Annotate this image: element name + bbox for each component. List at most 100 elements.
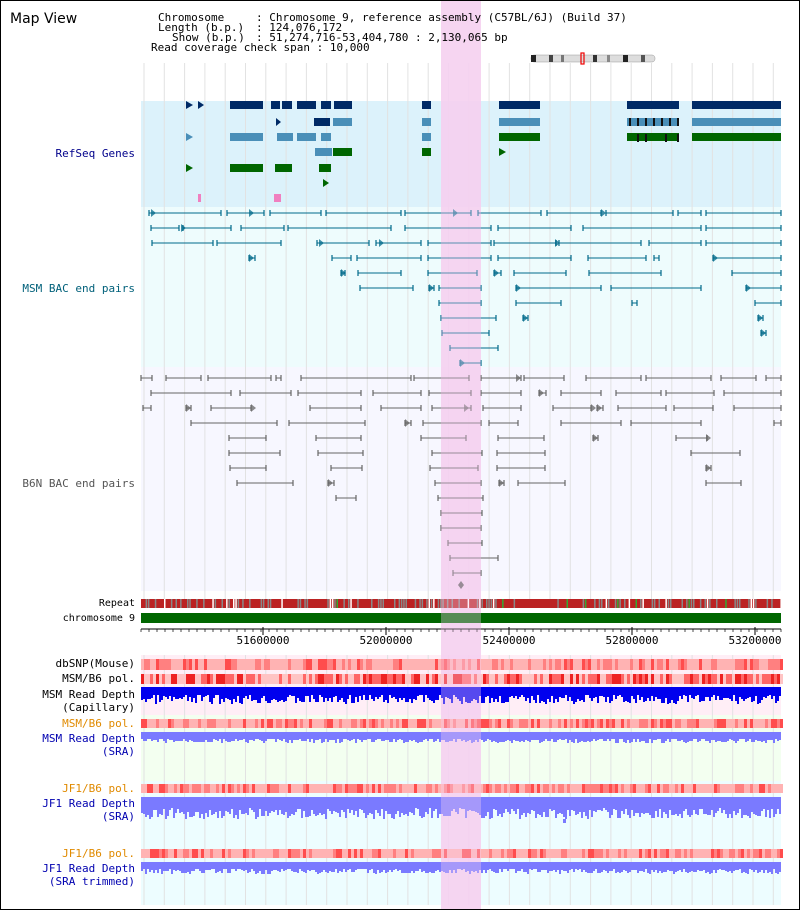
pol-cell <box>681 659 684 670</box>
pol-cell <box>348 784 351 793</box>
pol-cell <box>189 659 192 670</box>
depth-bar <box>509 687 511 697</box>
axis-tick-label: 51600000 <box>237 634 290 647</box>
pol-cell <box>486 674 489 684</box>
track-label-refseq: RefSeq Genes <box>55 147 135 160</box>
depth-bar <box>703 862 705 870</box>
pol-cell <box>171 719 174 728</box>
pol-cell <box>303 849 306 858</box>
depth-bar <box>723 732 725 742</box>
pol-cell <box>669 784 672 793</box>
depth-bar <box>257 732 259 739</box>
depth-bar <box>229 687 231 700</box>
repeat-element <box>582 599 585 608</box>
pol-cell <box>549 784 552 793</box>
msm-bac-track <box>148 209 782 367</box>
pol-cell <box>414 849 417 858</box>
pol-cell <box>729 849 732 858</box>
repeat-element <box>614 599 617 608</box>
pol-cell <box>768 719 771 728</box>
pol-cell <box>705 659 708 670</box>
depth-bar <box>687 797 689 815</box>
depth-bar <box>253 687 255 700</box>
depth-bar <box>779 797 781 814</box>
depth-bar <box>481 797 483 818</box>
pol-cell <box>186 784 189 793</box>
pol-cell <box>606 784 609 793</box>
pol-cell <box>315 659 318 670</box>
ideogram-band <box>549 55 553 62</box>
repeat-element <box>336 599 338 608</box>
pol-cell <box>225 659 228 670</box>
depth-bar <box>217 687 219 695</box>
depth-bar <box>537 797 539 814</box>
gene <box>315 148 332 156</box>
pol-cell <box>459 719 462 728</box>
depth-bar <box>579 797 581 812</box>
pol-cell <box>684 719 687 728</box>
msm-b6-pol-track <box>141 674 783 684</box>
pol-cell <box>180 849 183 858</box>
depth-bar <box>385 732 387 740</box>
pol-cell <box>288 659 291 670</box>
depth-bar <box>413 732 415 740</box>
depth-bar <box>203 862 205 873</box>
pol-cell <box>678 719 681 728</box>
depth-bar <box>763 687 765 697</box>
depth-bar <box>517 732 519 741</box>
gene <box>627 101 679 109</box>
pol-cell <box>258 719 261 728</box>
pol-cell <box>234 784 237 793</box>
depth-bar <box>519 862 521 871</box>
depth-bar <box>249 862 251 872</box>
depth-bar <box>233 687 235 699</box>
jf1-b6-pol-trim-track <box>141 849 783 858</box>
depth-bar <box>341 732 343 742</box>
depth-bar <box>547 732 549 741</box>
depth-bar <box>455 687 457 697</box>
pol-cell <box>765 719 768 728</box>
depth-bar <box>643 687 645 702</box>
depth-bar <box>231 732 233 741</box>
pol-cell <box>261 784 264 793</box>
bac-end-marker <box>328 479 333 487</box>
depth-bar <box>715 862 717 873</box>
pol-cell <box>657 849 660 858</box>
depth-bar <box>535 797 537 818</box>
depth-bar <box>209 862 211 870</box>
pol-cell <box>246 784 249 793</box>
depth-bar <box>401 732 403 740</box>
pol-cell <box>387 674 390 684</box>
depth-bar <box>385 797 387 811</box>
depth-bar <box>471 732 473 743</box>
depth-bar <box>603 797 605 808</box>
depth-bar <box>605 732 607 741</box>
depth-bar <box>203 797 205 819</box>
repeat-element <box>228 599 230 608</box>
depth-bar <box>555 687 557 699</box>
depth-bar <box>501 732 503 742</box>
depth-bar <box>699 732 701 741</box>
pol-cell <box>780 784 783 793</box>
pol-cell <box>456 849 459 858</box>
pol-cell <box>747 674 750 684</box>
depth-bar <box>569 687 571 697</box>
pol-cell <box>330 784 333 793</box>
repeat-element <box>748 599 750 608</box>
pol-cell <box>177 784 180 793</box>
depth-bar <box>221 732 223 743</box>
depth-bar <box>521 732 523 741</box>
depth-bar <box>469 732 471 740</box>
depth-bar <box>593 732 595 739</box>
pol-cell <box>432 674 435 684</box>
pol-cell <box>372 784 375 793</box>
pol-cell <box>417 849 420 858</box>
depth-bar <box>619 687 621 695</box>
depth-bar <box>539 797 541 815</box>
pol-cell <box>390 659 393 670</box>
depth-bar <box>361 862 363 869</box>
pol-cell <box>627 719 630 728</box>
pol-cell <box>183 659 186 670</box>
depth-bar <box>269 732 271 739</box>
